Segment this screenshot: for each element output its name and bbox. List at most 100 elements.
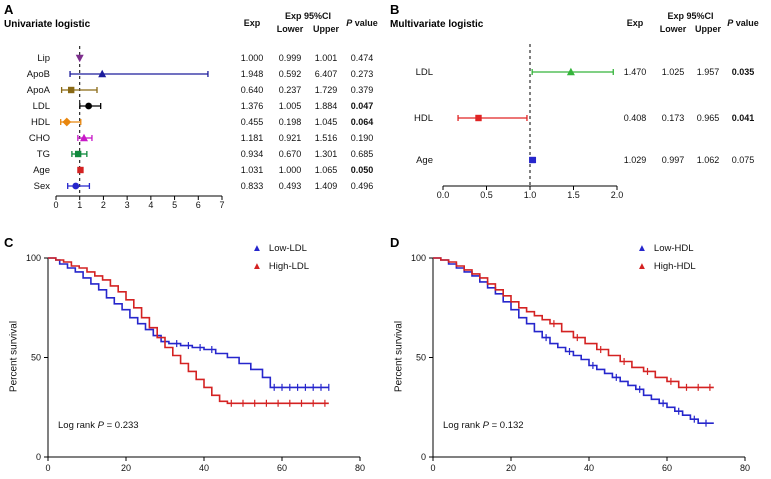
x-tick-label: 80 — [740, 463, 750, 473]
exp-value: 1.031 — [241, 165, 264, 175]
col-header-lower: Lower — [660, 24, 687, 34]
col-header-ci: Exp 95%CI — [667, 11, 713, 21]
exp-value: 1.376 — [241, 101, 264, 111]
row-label: LDL — [416, 67, 433, 78]
triangle-marker-icon: ▲ — [637, 260, 647, 272]
upper-ci-value: 1.409 — [315, 181, 338, 191]
col-header-upper: Upper — [313, 24, 340, 34]
marker-square — [77, 166, 84, 174]
x-tick-label: 1.0 — [524, 190, 537, 200]
panel-d-legend: ▲ Low-HDL ▲ High-HDL — [637, 243, 696, 272]
survival-curve — [433, 257, 714, 389]
upper-ci-value: 0.965 — [697, 113, 720, 123]
row-label: TG — [37, 149, 50, 160]
panel-c-y-axis-label: Percent survival — [8, 320, 20, 393]
panel-d-logrank-annotation: Log rank P = 0.132 — [443, 420, 524, 431]
col-header-pvalue: P value — [727, 18, 759, 28]
lower-ci-value: 0.198 — [279, 117, 302, 127]
marker-diamond — [62, 117, 72, 127]
x-tick-label: 20 — [506, 463, 516, 473]
row-label: ApoA — [27, 85, 51, 96]
p-value: 0.075 — [732, 155, 755, 165]
exp-value: 1.000 — [241, 53, 264, 63]
x-tick-label: 1.5 — [567, 190, 580, 200]
survival-curve — [48, 257, 329, 389]
marker-circle — [72, 182, 80, 190]
panel-c-logrank-annotation: Log rank P = 0.233 — [58, 420, 139, 431]
x-tick-label: 6 — [196, 200, 201, 210]
exp-value: 0.934 — [241, 149, 264, 159]
legend-row: ▲ Low-LDL — [252, 243, 309, 254]
p-value: 0.041 — [732, 113, 755, 123]
upper-ci-value: 1.516 — [315, 133, 338, 143]
col-header-pvalue: P value — [346, 18, 378, 28]
exp-value: 0.408 — [624, 113, 647, 123]
p-value: 0.190 — [351, 133, 374, 143]
marker-circle — [85, 102, 93, 110]
lower-ci-value: 0.592 — [279, 69, 302, 79]
lower-ci-value: 0.997 — [662, 155, 685, 165]
marker-square — [74, 150, 82, 158]
x-tick-label: 60 — [662, 463, 672, 473]
panel-c-survival-plot: 0 20 40 60 80 0 50 100 — [26, 253, 365, 473]
panel-c-letter: C — [4, 235, 14, 250]
col-header-exp: Exp — [627, 18, 644, 28]
x-tick-label: 3 — [125, 200, 130, 210]
triangle-marker-icon: ▲ — [637, 242, 647, 254]
y-tick-label: 100 — [26, 253, 41, 263]
y-tick-label: 50 — [416, 353, 426, 363]
col-header-exp: Exp — [244, 18, 261, 28]
lower-ci-value: 0.670 — [279, 149, 302, 159]
exp-value: 0.640 — [241, 85, 264, 95]
exp-value: 1.181 — [241, 133, 264, 143]
survival-curve — [48, 257, 329, 405]
x-tick-label: 5 — [172, 200, 177, 210]
exp-value: 1.029 — [624, 155, 647, 165]
marker-triangle-up — [80, 133, 89, 142]
y-tick-label: 0 — [421, 452, 426, 462]
p-value: 0.685 — [351, 149, 374, 159]
legend-row: ▲ High-HDL — [637, 261, 696, 272]
triangle-marker-icon: ▲ — [252, 242, 262, 254]
p-value: 0.064 — [351, 117, 374, 127]
marker-square — [67, 86, 75, 94]
annotation-value: = 0.233 — [103, 420, 139, 431]
upper-ci-value: 1.729 — [315, 85, 338, 95]
x-tick-label: 1 — [77, 200, 82, 210]
marker-triangle-up — [98, 69, 107, 78]
panel-d-survival-plot: 0 20 40 60 80 0 50 100 — [411, 253, 750, 473]
x-tick-label: 4 — [148, 200, 153, 210]
panel-a-title: Univariate logistic — [4, 19, 91, 30]
col-header-upper: Upper — [695, 24, 722, 34]
panel-c-legend: ▲ Low-LDL ▲ High-LDL — [252, 243, 309, 272]
row-label: CHO — [29, 133, 50, 144]
x-tick-label: 0 — [430, 463, 435, 473]
p-value: 0.047 — [351, 101, 374, 111]
p-value: 0.273 — [351, 69, 374, 79]
col-header-lower: Lower — [277, 24, 304, 34]
upper-ci-value: 1.957 — [697, 67, 720, 77]
upper-ci-value: 1.884 — [315, 101, 338, 111]
p-value: 0.496 — [351, 181, 374, 191]
x-tick-label: 60 — [277, 463, 287, 473]
exp-value: 0.455 — [241, 117, 264, 127]
legend-row: ▲ Low-HDL — [637, 243, 696, 254]
legend-label: High-HDL — [653, 261, 696, 272]
annotation-p-symbol: P — [482, 420, 489, 431]
panel-b-letter: B — [390, 2, 400, 17]
row-label: Lip — [37, 53, 50, 64]
x-tick-label: 80 — [355, 463, 365, 473]
x-tick-label: 0 — [53, 200, 58, 210]
exp-value: 1.470 — [624, 67, 647, 77]
legend-label: High-LDL — [268, 261, 310, 272]
row-label: ApoB — [27, 69, 50, 80]
row-label: Age — [416, 155, 433, 166]
lower-ci-value: 0.493 — [279, 181, 302, 191]
row-label: Age — [33, 165, 50, 176]
panel-a-forest-plot: Exp Exp 95%CI Lower Upper P value 0 1 2 3 4 5 6 7 Lip… — [27, 11, 378, 210]
panel-b-title: Multivariate logistic — [390, 19, 484, 30]
panel-a-letter: A — [4, 2, 14, 17]
x-tick-label: 20 — [121, 463, 131, 473]
y-tick-label: 100 — [411, 253, 426, 263]
marker-square — [529, 156, 536, 164]
